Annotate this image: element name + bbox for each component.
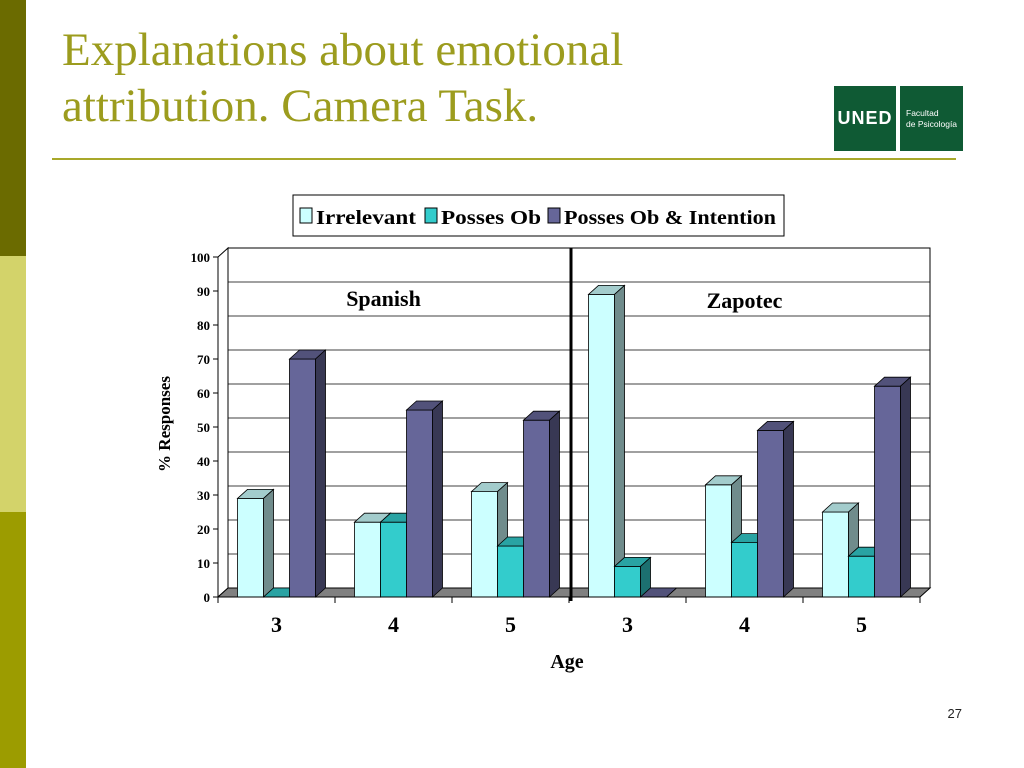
y-tick-label: 40 (197, 454, 210, 469)
bar (522, 410, 561, 598)
bar-side (549, 410, 560, 598)
bar-front (874, 385, 901, 598)
x-tick-label: 4 (739, 612, 750, 637)
logo-line-2: de Psicología (906, 119, 958, 129)
legend-swatch (299, 207, 313, 224)
y-tick-label: 80 (197, 318, 210, 333)
logo-line-1: Facultad (906, 108, 939, 118)
bar-front (848, 555, 875, 598)
title-divider (52, 158, 956, 160)
legend-swatch (547, 207, 561, 224)
slide-title-line-2: attribution. Camera Task. (62, 80, 539, 132)
group-label-zapotec: Zapotec (707, 288, 783, 313)
legend: Irrelevant Posses Ob Posses Ob & Intention (292, 194, 785, 237)
y-tick-label: 0 (204, 590, 211, 605)
bar (756, 420, 795, 598)
y-axis-title: % Responses (155, 376, 174, 472)
legend-swatch (424, 207, 438, 224)
y-tick-label: 30 (197, 488, 210, 503)
legend-label: Irrelevant (316, 207, 416, 229)
side-band-top (0, 0, 26, 256)
bar-front (471, 491, 498, 598)
bar-side (432, 400, 443, 598)
y-tick-label: 10 (197, 556, 210, 571)
bar-side (263, 488, 274, 598)
legend-label: Posses Ob (441, 207, 541, 229)
side-band-bottom (0, 512, 26, 768)
y-tick-label: 100 (191, 250, 211, 265)
bar-front (588, 293, 615, 598)
bar (236, 488, 275, 598)
bar-front (822, 511, 849, 598)
x-axis-title: Age (550, 651, 583, 673)
bar-front (731, 542, 758, 598)
y-tick-label: 70 (197, 352, 210, 367)
legend-box (292, 194, 785, 237)
bar-front (380, 521, 407, 598)
page-number: 27 (947, 706, 962, 721)
bar (587, 284, 626, 598)
x-tick-label: 5 (856, 612, 867, 637)
bar-front (354, 521, 381, 598)
y-tick-label: 20 (197, 522, 210, 537)
bar-side (666, 587, 677, 598)
uned-logo-mark: UNED (834, 86, 896, 151)
plot-side-wall (217, 246, 229, 599)
x-tick-label: 3 (622, 612, 633, 637)
y-tick-label: 50 (197, 420, 210, 435)
slide-title-line-1: Explanations about emotional (62, 24, 624, 76)
y-tick-label: 90 (197, 284, 210, 299)
bar-front (614, 566, 641, 598)
bar-front (289, 358, 316, 598)
bar-front (497, 545, 524, 598)
bar-front (237, 497, 264, 598)
bar-front (705, 484, 732, 598)
uned-logo: UNED Facultad de Psicología (834, 86, 963, 151)
bar-side (900, 376, 911, 598)
bar (405, 400, 444, 598)
legend-label: Posses Ob & Intention (564, 207, 776, 229)
slide-title: Explanations about emotional attribution… (62, 22, 802, 134)
x-tick-label: 4 (388, 612, 399, 637)
uned-logo-text: Facultad de Psicología (900, 86, 963, 151)
bar-front (757, 429, 784, 598)
bar (873, 376, 912, 598)
side-band-middle (0, 256, 26, 512)
bar-front (523, 419, 550, 598)
bar-side (783, 420, 794, 598)
bar (613, 556, 652, 598)
y-tick-label: 60 (197, 386, 210, 401)
bar-side (315, 349, 326, 598)
group-label-spanish: Spanish (346, 286, 421, 311)
bar-side (614, 284, 625, 598)
x-tick-label: 5 (505, 612, 516, 637)
bar (288, 349, 327, 598)
bar-front (406, 409, 433, 598)
x-tick-label: 3 (271, 612, 282, 637)
